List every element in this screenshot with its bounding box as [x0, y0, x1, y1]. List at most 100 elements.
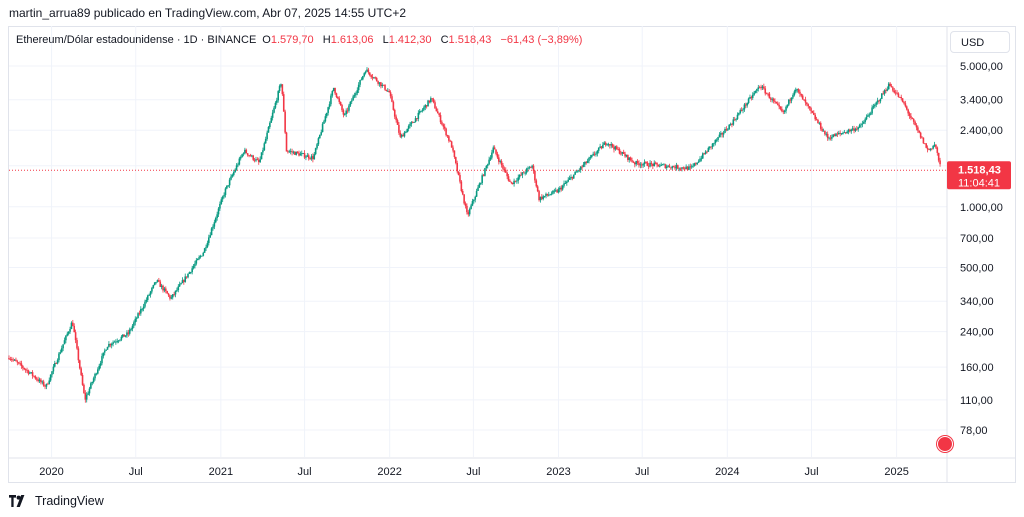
candle-body — [683, 168, 686, 170]
candle-body — [355, 93, 357, 96]
candle-body — [506, 172, 508, 177]
currency-button[interactable]: USD — [950, 31, 1010, 53]
candle-body — [926, 147, 929, 150]
candle — [926, 145, 929, 153]
candle-body — [328, 104, 331, 108]
candle-body — [345, 110, 347, 115]
candle-body — [575, 171, 578, 173]
candle — [448, 135, 450, 143]
candle-body — [41, 381, 44, 383]
candle-body — [192, 266, 195, 269]
candle — [470, 203, 472, 210]
candle-body — [166, 291, 168, 294]
candle-body — [260, 152, 263, 160]
candle — [911, 117, 914, 120]
candle-body — [760, 87, 762, 89]
candle — [667, 164, 669, 168]
candle — [115, 339, 117, 345]
candle — [858, 123, 861, 129]
candle-body — [875, 102, 878, 105]
candle — [350, 98, 353, 104]
events-flag-icon[interactable] — [937, 436, 953, 452]
candle — [49, 374, 52, 382]
candle-body — [130, 328, 132, 330]
y-tick-label: 700,00 — [960, 233, 994, 245]
candle — [699, 156, 701, 163]
candle-body — [174, 290, 177, 295]
candle — [42, 379, 45, 387]
symbol-label[interactable]: Ethereum/Dólar estadounidense · 1D · BIN… — [16, 34, 257, 46]
chart-frame[interactable] — [8, 26, 1016, 483]
candle — [445, 127, 447, 137]
candle — [423, 105, 425, 112]
candle — [463, 194, 465, 205]
candle — [847, 128, 850, 135]
candle-body — [291, 151, 293, 153]
candle-body — [896, 92, 898, 94]
x-tick-label: Jul — [635, 466, 649, 478]
candle — [209, 232, 212, 239]
candle-body — [602, 144, 604, 149]
tradingview-logo-icon — [9, 495, 25, 507]
candle — [521, 171, 524, 179]
candle-body — [284, 111, 286, 133]
candle-body — [407, 126, 410, 129]
candle — [213, 219, 216, 230]
candle — [414, 116, 417, 123]
candle-body — [177, 286, 180, 291]
candle — [493, 145, 496, 150]
candle — [242, 152, 245, 157]
y-tick-label: 110,00 — [960, 395, 993, 407]
candle — [421, 108, 424, 113]
candle-body — [31, 372, 34, 376]
candle-body — [679, 168, 682, 170]
candle-body — [163, 288, 166, 291]
candle — [202, 251, 205, 257]
candle-body — [24, 369, 27, 371]
candle — [821, 126, 823, 132]
candle — [97, 367, 99, 375]
candle-body — [121, 334, 124, 337]
candle — [541, 194, 543, 201]
candle-body — [634, 162, 636, 165]
candle-body — [589, 156, 592, 158]
candle — [609, 144, 611, 149]
candle-body — [49, 374, 52, 381]
candle — [237, 162, 239, 168]
candle — [357, 82, 360, 94]
candle-body — [368, 72, 371, 76]
candle — [693, 162, 696, 167]
candle — [484, 167, 486, 177]
candle-body — [357, 84, 360, 91]
candle-body — [212, 226, 214, 229]
candle-body — [460, 181, 463, 192]
candle — [231, 173, 234, 178]
candle-body — [251, 155, 253, 157]
candle-body — [837, 132, 840, 135]
candle — [94, 372, 96, 381]
candle — [897, 92, 900, 98]
candle — [797, 88, 800, 94]
candle — [768, 91, 771, 99]
candle — [542, 194, 545, 201]
candle-body — [17, 362, 20, 364]
candle — [83, 383, 85, 394]
candle — [750, 95, 753, 101]
candle — [392, 100, 395, 111]
candle-body — [695, 163, 697, 165]
candle — [937, 152, 940, 163]
candle-body — [140, 309, 142, 314]
candle-body — [800, 93, 803, 96]
candle — [919, 131, 922, 139]
candle — [273, 105, 275, 114]
candle — [26, 367, 28, 374]
candle — [332, 87, 335, 92]
candle-body — [826, 133, 829, 139]
candle-body — [768, 93, 771, 99]
candle-body — [789, 99, 792, 101]
candle-body — [199, 255, 202, 258]
candle — [893, 87, 896, 94]
candle-body — [34, 376, 37, 379]
candle — [220, 197, 223, 205]
